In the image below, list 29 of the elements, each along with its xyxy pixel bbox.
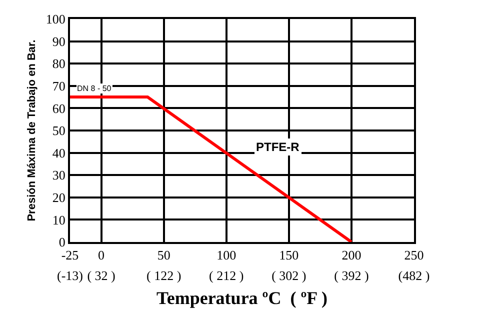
y-tick-label: 40 [52,145,66,160]
x2-tick-label: ( 32 ) [87,268,116,283]
x2-tick-label: ( 392 ) [334,268,369,283]
x2-tick-label: ( 212 ) [209,268,244,283]
y-tick-label: 60 [52,100,66,116]
x-axis-title: Temperatura ºC ( ºF ) [156,288,328,308]
x2-tick-label: (-13) [57,268,83,283]
annotation: DN 8 - 50 [77,84,112,93]
x-tick-label: 0 [98,248,105,263]
x-tick-label: 250 [404,248,424,263]
x2-tick-label: ( 122 ) [146,268,182,283]
y-tick-label: 80 [52,56,66,72]
x-tick-label: 100 [216,248,236,263]
y-tick-label: 20 [52,190,66,205]
x-tick-label: -25 [61,248,79,263]
x2-tick-label: (482 ) [398,268,430,283]
y-tick-label: 30 [52,168,66,183]
y-tick-label: 100 [46,12,66,27]
x-tick-label: 200 [342,248,362,263]
y-tick-label: 90 [52,34,66,49]
series-label: PTFE-R [256,140,300,154]
y-tick-label: 0 [58,234,66,250]
y-tick-label: 70 [52,78,66,94]
y-tick-label: 10 [52,212,66,228]
y-tick-label: 50 [52,123,66,138]
x-tick-label: 50 [157,248,170,263]
y-axis-title: Presión Máxima de Trabajo en Bar. [26,40,38,222]
x2-tick-label: ( 302 ) [272,268,306,283]
x-tick-label: 150 [279,248,299,263]
